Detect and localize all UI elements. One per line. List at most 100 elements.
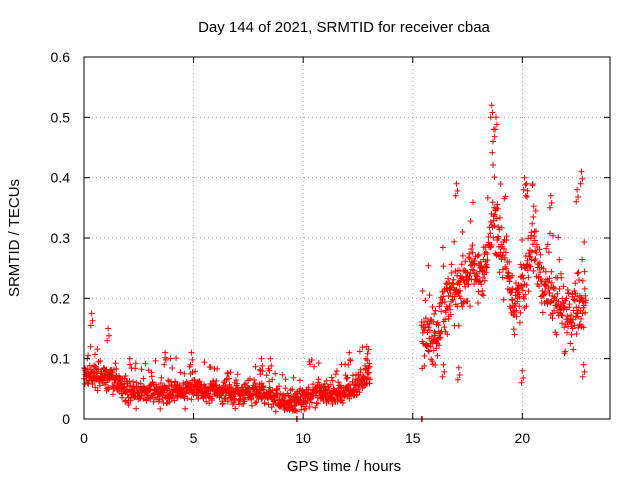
data-point bbox=[315, 360, 322, 366]
data-point bbox=[94, 346, 101, 353]
data-point bbox=[289, 386, 296, 393]
data-point bbox=[422, 297, 429, 304]
data-point bbox=[251, 377, 258, 383]
data-point bbox=[158, 380, 164, 387]
data-point bbox=[496, 269, 503, 276]
data-point bbox=[138, 366, 145, 373]
data-point bbox=[564, 329, 570, 336]
data-point bbox=[484, 251, 491, 257]
data-point bbox=[163, 356, 169, 363]
data-point bbox=[554, 290, 561, 297]
data-point bbox=[570, 316, 576, 323]
data-point bbox=[308, 399, 315, 406]
data-point bbox=[252, 363, 259, 370]
data-point bbox=[506, 278, 513, 285]
data-point bbox=[562, 348, 569, 355]
data-point bbox=[247, 375, 253, 382]
data-point bbox=[241, 398, 248, 405]
data-point bbox=[127, 382, 134, 389]
data-point bbox=[227, 369, 234, 376]
data-point bbox=[452, 192, 459, 199]
data-point bbox=[111, 386, 118, 392]
data-point bbox=[192, 368, 199, 375]
data-point bbox=[434, 352, 441, 359]
data-point bbox=[546, 275, 553, 282]
data-point bbox=[502, 193, 509, 200]
data-point bbox=[551, 307, 558, 314]
axis-ticks bbox=[83, 56, 610, 420]
data-point bbox=[95, 366, 102, 373]
data-point bbox=[272, 408, 279, 415]
data-point bbox=[366, 363, 373, 370]
data-point bbox=[470, 267, 477, 274]
data-point bbox=[279, 371, 286, 378]
data-point bbox=[430, 318, 437, 325]
data-point bbox=[455, 322, 462, 329]
data-point bbox=[448, 269, 455, 276]
data-point bbox=[424, 342, 430, 349]
data-point bbox=[206, 400, 213, 407]
data-point bbox=[429, 303, 436, 310]
data-point bbox=[531, 237, 538, 244]
data-point bbox=[421, 363, 428, 369]
data-point bbox=[305, 384, 312, 391]
y-tick-label: 0.5 bbox=[51, 109, 71, 125]
data-point bbox=[574, 186, 581, 193]
data-point bbox=[444, 331, 451, 338]
data-point bbox=[140, 395, 147, 402]
data-point bbox=[355, 386, 362, 393]
data-point bbox=[520, 186, 527, 193]
data-point bbox=[421, 353, 428, 359]
y-tick-label: 0.3 bbox=[51, 230, 71, 246]
data-point bbox=[484, 264, 490, 271]
data-point bbox=[426, 320, 433, 327]
data-point bbox=[442, 309, 449, 316]
data-point bbox=[509, 297, 516, 304]
data-point bbox=[484, 257, 491, 264]
data-point bbox=[523, 282, 530, 288]
y-tick-label: 0 bbox=[62, 411, 70, 427]
data-point bbox=[519, 237, 526, 243]
data-point bbox=[213, 378, 220, 384]
data-point bbox=[426, 292, 433, 299]
data-point bbox=[92, 384, 99, 391]
data-point bbox=[569, 291, 576, 298]
data-point bbox=[156, 396, 163, 403]
data-point bbox=[536, 283, 542, 290]
data-point bbox=[555, 234, 562, 241]
data-point bbox=[566, 301, 573, 308]
data-point bbox=[441, 299, 448, 305]
data-point bbox=[579, 175, 586, 182]
data-point bbox=[187, 361, 194, 368]
data-point bbox=[363, 343, 370, 350]
data-point bbox=[451, 238, 458, 245]
data-point bbox=[524, 267, 531, 274]
data-point bbox=[290, 374, 297, 381]
data-point bbox=[327, 381, 334, 388]
data-point bbox=[558, 274, 565, 281]
data-point bbox=[437, 334, 444, 341]
data-point bbox=[440, 361, 447, 368]
data-point bbox=[85, 352, 92, 359]
data-point bbox=[335, 379, 342, 386]
data-point bbox=[425, 262, 432, 269]
data-point bbox=[454, 187, 461, 194]
data-point bbox=[570, 346, 577, 353]
data-point bbox=[189, 369, 196, 376]
data-point bbox=[520, 375, 527, 381]
data-point bbox=[516, 319, 523, 326]
data-point bbox=[427, 327, 433, 334]
data-point bbox=[364, 350, 371, 357]
data-point bbox=[524, 193, 530, 200]
data-point bbox=[173, 355, 180, 362]
data-point bbox=[510, 326, 517, 333]
data-point bbox=[545, 279, 552, 285]
y-tick-label: 0.4 bbox=[51, 170, 71, 186]
data-point bbox=[105, 325, 112, 332]
data-point bbox=[479, 288, 486, 294]
chart-title: Day 144 of 2021, SRMTID for receiver cba… bbox=[198, 19, 490, 36]
data-point bbox=[184, 395, 191, 402]
data-point bbox=[548, 268, 555, 275]
data-point bbox=[296, 377, 303, 384]
